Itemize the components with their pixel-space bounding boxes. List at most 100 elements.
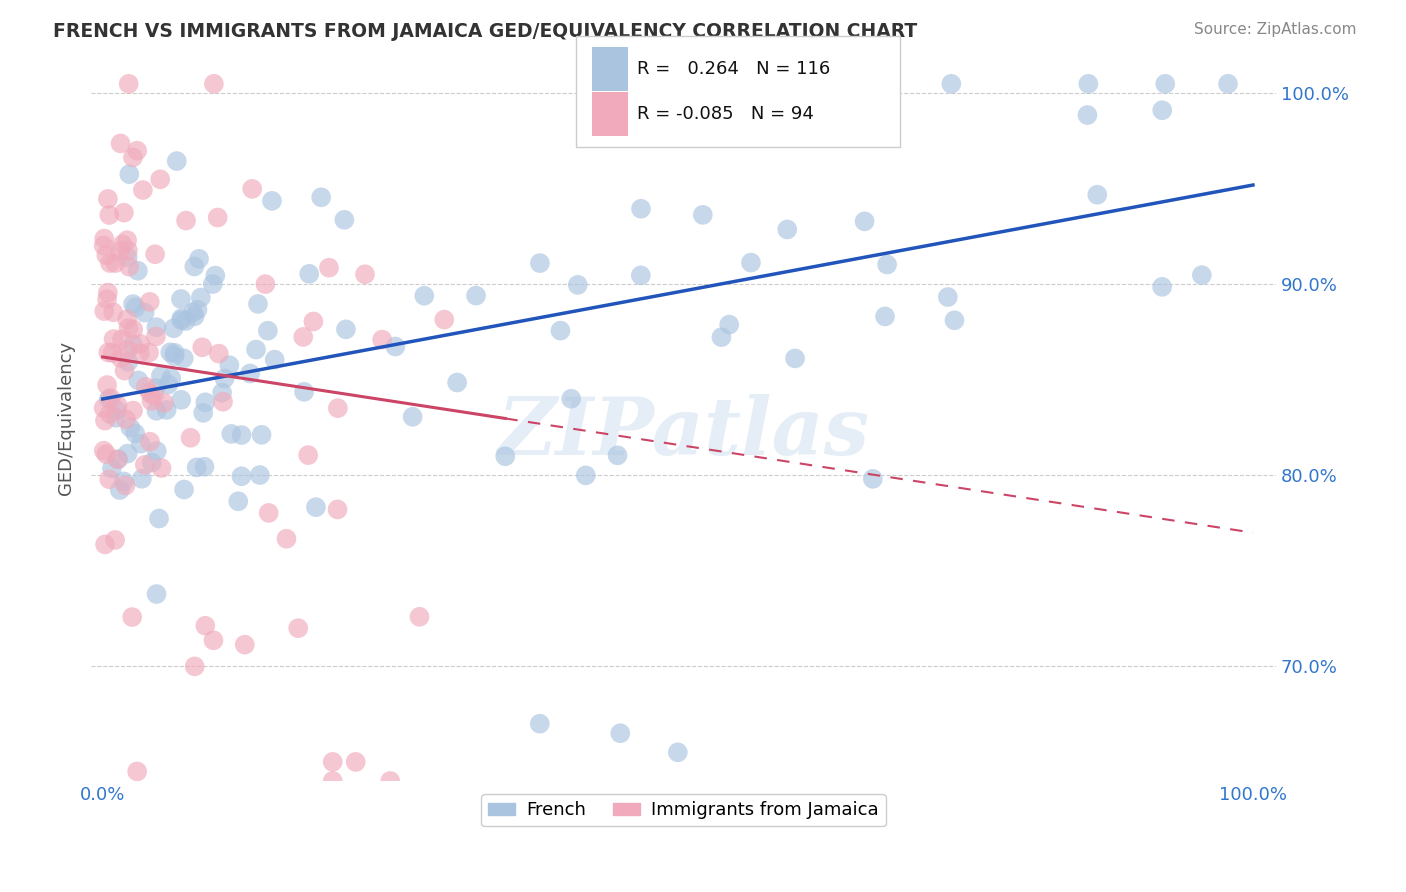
Text: FRENCH VS IMMIGRANTS FROM JAMAICA GED/EQUIVALENCY CORRELATION CHART: FRENCH VS IMMIGRANTS FROM JAMAICA GED/EQ… xyxy=(53,22,918,41)
Point xyxy=(104,410,127,425)
Point xyxy=(117,355,139,369)
Point xyxy=(309,190,332,204)
Point xyxy=(186,302,208,317)
Point xyxy=(122,322,145,336)
Point xyxy=(160,371,183,385)
Point xyxy=(139,294,162,309)
Point xyxy=(776,222,799,236)
Point xyxy=(354,267,377,281)
Point xyxy=(100,391,122,405)
Point xyxy=(101,346,124,360)
Point xyxy=(333,212,356,227)
Point xyxy=(326,401,349,416)
Point xyxy=(112,475,135,489)
Point xyxy=(202,633,225,648)
Point xyxy=(344,755,367,769)
Point xyxy=(96,447,118,461)
Point xyxy=(97,392,120,406)
Point xyxy=(873,310,896,324)
Point xyxy=(853,214,876,228)
Point xyxy=(692,208,714,222)
Point xyxy=(180,431,202,445)
Point xyxy=(936,290,959,304)
Point xyxy=(118,167,141,181)
Point xyxy=(159,345,181,359)
Point xyxy=(231,428,253,442)
Point xyxy=(107,398,129,412)
Point xyxy=(218,358,240,372)
Point xyxy=(122,403,145,417)
Point xyxy=(190,291,212,305)
Text: R =   0.264   N = 116: R = 0.264 N = 116 xyxy=(637,60,830,78)
Point xyxy=(129,336,152,351)
Point xyxy=(163,321,186,335)
Point xyxy=(141,393,163,408)
Point xyxy=(380,774,402,789)
Point xyxy=(446,376,468,390)
Text: R = -0.085   N = 94: R = -0.085 N = 94 xyxy=(637,105,814,123)
Y-axis label: GED/Equivalency: GED/Equivalency xyxy=(58,341,75,495)
Point xyxy=(231,469,253,483)
Point xyxy=(322,755,344,769)
Point xyxy=(246,297,269,311)
Point xyxy=(96,292,118,306)
Point xyxy=(1191,268,1213,282)
Point xyxy=(298,267,321,281)
Point xyxy=(112,205,135,219)
Point xyxy=(194,395,217,409)
Point xyxy=(143,247,166,261)
Point xyxy=(117,321,139,335)
Point xyxy=(219,426,242,441)
Point xyxy=(207,211,229,225)
Point xyxy=(494,450,516,464)
Point xyxy=(630,202,652,216)
Point xyxy=(134,306,156,320)
Point xyxy=(110,136,132,151)
Point xyxy=(211,385,233,400)
Point xyxy=(107,452,129,467)
Point xyxy=(408,609,430,624)
Point xyxy=(287,621,309,635)
Point xyxy=(173,351,195,366)
Point xyxy=(529,256,551,270)
Point xyxy=(276,532,298,546)
Point xyxy=(170,392,193,407)
Point xyxy=(141,456,163,470)
Point xyxy=(96,378,118,392)
Point xyxy=(1077,77,1099,91)
Point xyxy=(191,340,214,354)
Point xyxy=(384,339,406,353)
Point xyxy=(149,172,172,186)
Point xyxy=(121,610,143,624)
Point xyxy=(94,414,117,428)
Point xyxy=(110,351,132,365)
Point xyxy=(93,401,115,415)
Point xyxy=(433,312,456,326)
Point xyxy=(117,446,139,460)
Point xyxy=(145,587,167,601)
Point xyxy=(103,305,125,319)
Point xyxy=(174,213,197,227)
Point xyxy=(193,459,215,474)
Point xyxy=(183,659,205,673)
Point xyxy=(567,277,589,292)
Point xyxy=(117,343,139,357)
Point xyxy=(111,332,134,346)
Point xyxy=(94,537,117,551)
Point xyxy=(114,363,136,377)
Point xyxy=(208,346,231,360)
Point xyxy=(401,409,423,424)
Point xyxy=(335,322,357,336)
Legend: French, Immigrants from Jamaica: French, Immigrants from Jamaica xyxy=(481,794,886,826)
Point xyxy=(115,312,138,326)
Point xyxy=(156,403,179,417)
Point xyxy=(127,264,149,278)
Point xyxy=(257,506,280,520)
Point xyxy=(170,311,193,326)
Point xyxy=(104,533,127,547)
Point xyxy=(173,483,195,497)
Point xyxy=(117,250,139,264)
Point xyxy=(1076,108,1098,122)
Point xyxy=(129,436,152,450)
Point xyxy=(145,329,167,343)
